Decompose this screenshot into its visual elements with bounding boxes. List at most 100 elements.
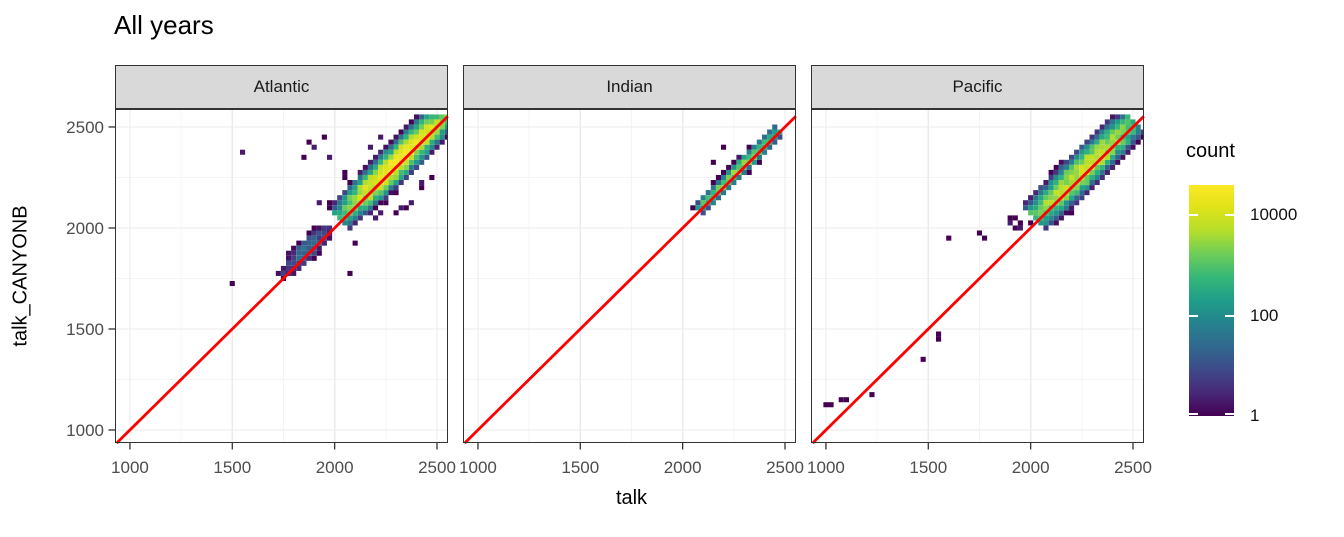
count-bin	[398, 129, 404, 135]
count-bin	[1043, 215, 1049, 221]
count-bin	[1074, 164, 1080, 170]
count-bin	[306, 235, 312, 241]
count-bin	[429, 139, 435, 145]
count-bin	[434, 139, 440, 145]
count-bin	[378, 200, 384, 206]
count-bin	[1084, 164, 1090, 170]
count-bin	[444, 119, 448, 125]
count-bin	[321, 240, 327, 246]
panel-border	[810, 108, 1145, 444]
count-bin	[741, 159, 747, 165]
count-bin	[1033, 215, 1039, 221]
count-bin	[327, 225, 333, 231]
count-bin	[398, 205, 404, 211]
count-bin	[316, 235, 322, 241]
count-bin	[393, 139, 399, 145]
x-tick-label: 1500	[213, 458, 251, 477]
count-bin	[843, 397, 850, 403]
colorbar-tick-mark	[1189, 413, 1198, 415]
count-bin	[424, 149, 430, 155]
count-bin	[429, 134, 435, 140]
count-bin	[383, 180, 389, 186]
count-bin	[869, 392, 875, 398]
count-bin	[414, 154, 420, 160]
count-bin	[347, 185, 353, 191]
count-bin	[1084, 149, 1090, 155]
count-bin	[393, 210, 399, 216]
count-bin	[1130, 144, 1136, 150]
count-bin	[1125, 114, 1131, 120]
count-bin	[352, 215, 358, 221]
count-bin	[352, 240, 358, 246]
count-bin	[705, 195, 711, 201]
count-bin	[240, 149, 246, 155]
count-bin	[367, 180, 374, 186]
count-bin	[1007, 215, 1013, 221]
count-bin	[337, 210, 343, 216]
count-bin	[1033, 200, 1039, 206]
count-bin	[936, 331, 942, 337]
count-bin	[439, 114, 445, 120]
count-bin	[398, 169, 404, 175]
count-bin	[373, 195, 379, 201]
count-bin	[1053, 175, 1059, 181]
y-axis-title: talk_CANYONB	[9, 205, 32, 347]
count-bin	[731, 180, 737, 186]
count-bin	[756, 144, 762, 150]
count-bin	[1069, 159, 1075, 165]
count-bin	[1069, 200, 1075, 206]
facet-strip-indian: Indian	[463, 65, 796, 109]
count-bin	[362, 164, 368, 170]
panel-indian: 1000 1500 2000 2500	[459, 108, 804, 477]
count-bin	[439, 139, 445, 145]
count-bin	[1074, 154, 1080, 160]
count-bin	[352, 200, 358, 206]
count-bin	[332, 205, 338, 211]
count-bin	[1099, 144, 1105, 150]
count-bin	[756, 154, 762, 160]
count-bin	[1115, 114, 1121, 120]
count-bin	[1074, 195, 1080, 201]
count-bin	[408, 129, 414, 135]
count-bin	[1058, 210, 1064, 216]
count-bin	[1038, 185, 1044, 191]
count-bin	[746, 169, 752, 175]
gridlines	[463, 109, 796, 443]
count-bin	[393, 180, 399, 186]
count-bin	[419, 119, 425, 125]
count-bin	[1038, 220, 1044, 226]
count-bin	[398, 175, 404, 181]
count-bin	[408, 144, 414, 150]
count-bin	[746, 149, 752, 155]
count-bin	[1110, 159, 1116, 165]
count-bin	[306, 240, 312, 246]
count-bin	[388, 164, 394, 170]
count-bin	[311, 225, 317, 231]
count-bin	[741, 169, 747, 175]
count-bin	[393, 149, 399, 155]
count-bin	[296, 265, 302, 271]
count-bin	[1110, 119, 1116, 125]
count-bin	[823, 402, 829, 408]
count-bin	[347, 200, 353, 206]
count-bin	[1069, 175, 1075, 181]
panel-pacific: 1000 1500 2000 2500	[807, 108, 1152, 477]
count-bin	[1079, 185, 1085, 191]
count-bin	[1079, 159, 1085, 165]
count-bin	[388, 159, 394, 165]
count-bin	[1063, 195, 1070, 201]
count-bin	[321, 134, 327, 140]
count-bin	[1069, 154, 1075, 160]
count-bin	[429, 144, 435, 150]
count-bin	[1084, 139, 1090, 145]
count-bin	[1058, 215, 1064, 221]
count-bin	[342, 175, 348, 181]
colorbar-tick-mark	[1189, 314, 1198, 317]
count-bin	[1099, 129, 1105, 135]
count-bin	[1135, 134, 1141, 140]
count-bin	[715, 195, 722, 201]
count-bin	[378, 164, 384, 170]
count-bin	[1048, 169, 1054, 175]
count-bin	[419, 114, 425, 120]
count-bin	[419, 180, 425, 186]
